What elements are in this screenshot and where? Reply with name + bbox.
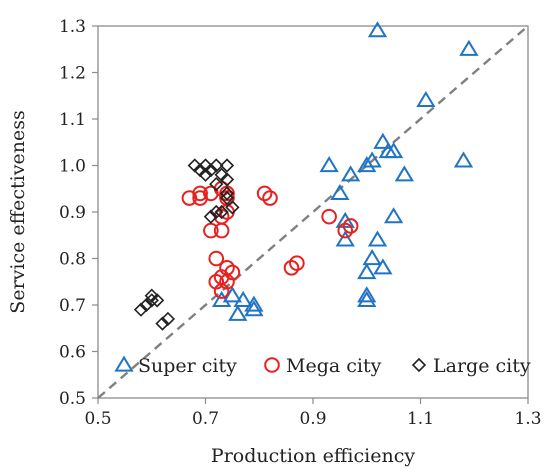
y-tick-label: 1.2 [59, 64, 86, 84]
mega-city-point [342, 218, 359, 234]
large-city-point [203, 209, 219, 224]
super-city-point [244, 295, 264, 312]
large-city-point [133, 302, 149, 317]
y-tick-label: 0.6 [59, 343, 86, 363]
large-city-point [225, 200, 240, 215]
large-city-point [214, 204, 229, 220]
x-tick-label: 1.1 [407, 409, 434, 429]
super-city-point [453, 151, 474, 168]
y-tick-label: 0.8 [59, 250, 86, 270]
mega-city-point [203, 222, 219, 239]
super-city-point [228, 304, 248, 321]
x-tick-label: 0.5 [84, 409, 111, 429]
super-city-point [357, 286, 377, 303]
large-city-point [219, 172, 235, 187]
x-axis-ticks: 0.5 0.7 0.9 1.1 1.3 [84, 398, 542, 429]
y-axis-ticks: 0.5 0.6 0.7 0.8 0.9 1.0 1.1 1.2 1.3 [59, 17, 98, 409]
large-city-point [209, 158, 224, 173]
legend-mega-city-marker [264, 357, 280, 373]
super-city-point [394, 165, 415, 182]
super-city-point [319, 156, 339, 173]
super-city-point [335, 230, 355, 247]
super-city-point [367, 21, 388, 38]
super-city-point [373, 258, 393, 275]
legend: Super city Mega city Large city [114, 355, 531, 377]
mega-city-point [192, 185, 208, 202]
mega-city-point [321, 208, 337, 225]
super-city-point [357, 156, 377, 173]
y-tick-label: 1.0 [59, 157, 86, 177]
super-city-point [335, 211, 355, 228]
super-city-point [357, 290, 377, 307]
mega-city-point [208, 250, 225, 267]
x-tick-label: 0.7 [192, 409, 219, 429]
large-city-point [209, 204, 224, 220]
large-city-point [144, 288, 159, 303]
large-city-point [139, 297, 154, 313]
y-tick-label: 0.5 [59, 389, 86, 409]
large-city-point [149, 293, 165, 308]
legend-large-city-marker [411, 357, 427, 373]
legend-mega-city-label: Mega city [286, 355, 382, 377]
super-city-point [367, 230, 388, 247]
mega-city-point [262, 190, 278, 206]
mega-city-point [256, 185, 273, 202]
mega-city-point [213, 283, 230, 299]
super-city-point [362, 151, 382, 168]
y-tick-label: 1.3 [59, 17, 86, 37]
mega-city-point [283, 260, 300, 276]
super-city-point [383, 207, 404, 224]
super-city-point [244, 300, 264, 317]
super-city-point [233, 290, 253, 307]
mega-city-point [337, 222, 354, 239]
super-city-point [330, 183, 350, 201]
large-city-point [160, 311, 176, 327]
super-city-point [416, 90, 436, 108]
legend-super-city-label: Super city [138, 355, 237, 377]
super-city-point [383, 142, 404, 159]
mega-city-point [289, 255, 305, 271]
y-tick-label: 0.7 [59, 296, 86, 316]
large-city-point [155, 316, 170, 331]
legend-large-city-label: Large city [433, 355, 531, 377]
mega-city-point [213, 222, 230, 239]
large-city-point [219, 186, 235, 201]
super-city-point [373, 132, 393, 149]
data-points [133, 21, 479, 331]
y-tick-label: 1.1 [59, 110, 86, 130]
large-city-point [198, 167, 213, 182]
legend-super-city-marker [114, 355, 134, 372]
super-city-point [459, 39, 479, 56]
super-city-point [340, 165, 361, 182]
x-axis-title: Production efficiency [211, 445, 415, 467]
y-axis-title: Service effectiveness [7, 110, 29, 313]
large-city-point [219, 158, 235, 173]
diagonal-reference-line [97, 25, 529, 399]
x-tick-label: 0.9 [299, 409, 326, 429]
large-city-point [209, 176, 224, 192]
large-city-point [219, 190, 235, 206]
super-city-point [357, 263, 377, 280]
y-tick-label: 0.9 [59, 203, 86, 223]
super-city-point [362, 249, 382, 266]
x-tick-label: 1.3 [514, 409, 541, 429]
